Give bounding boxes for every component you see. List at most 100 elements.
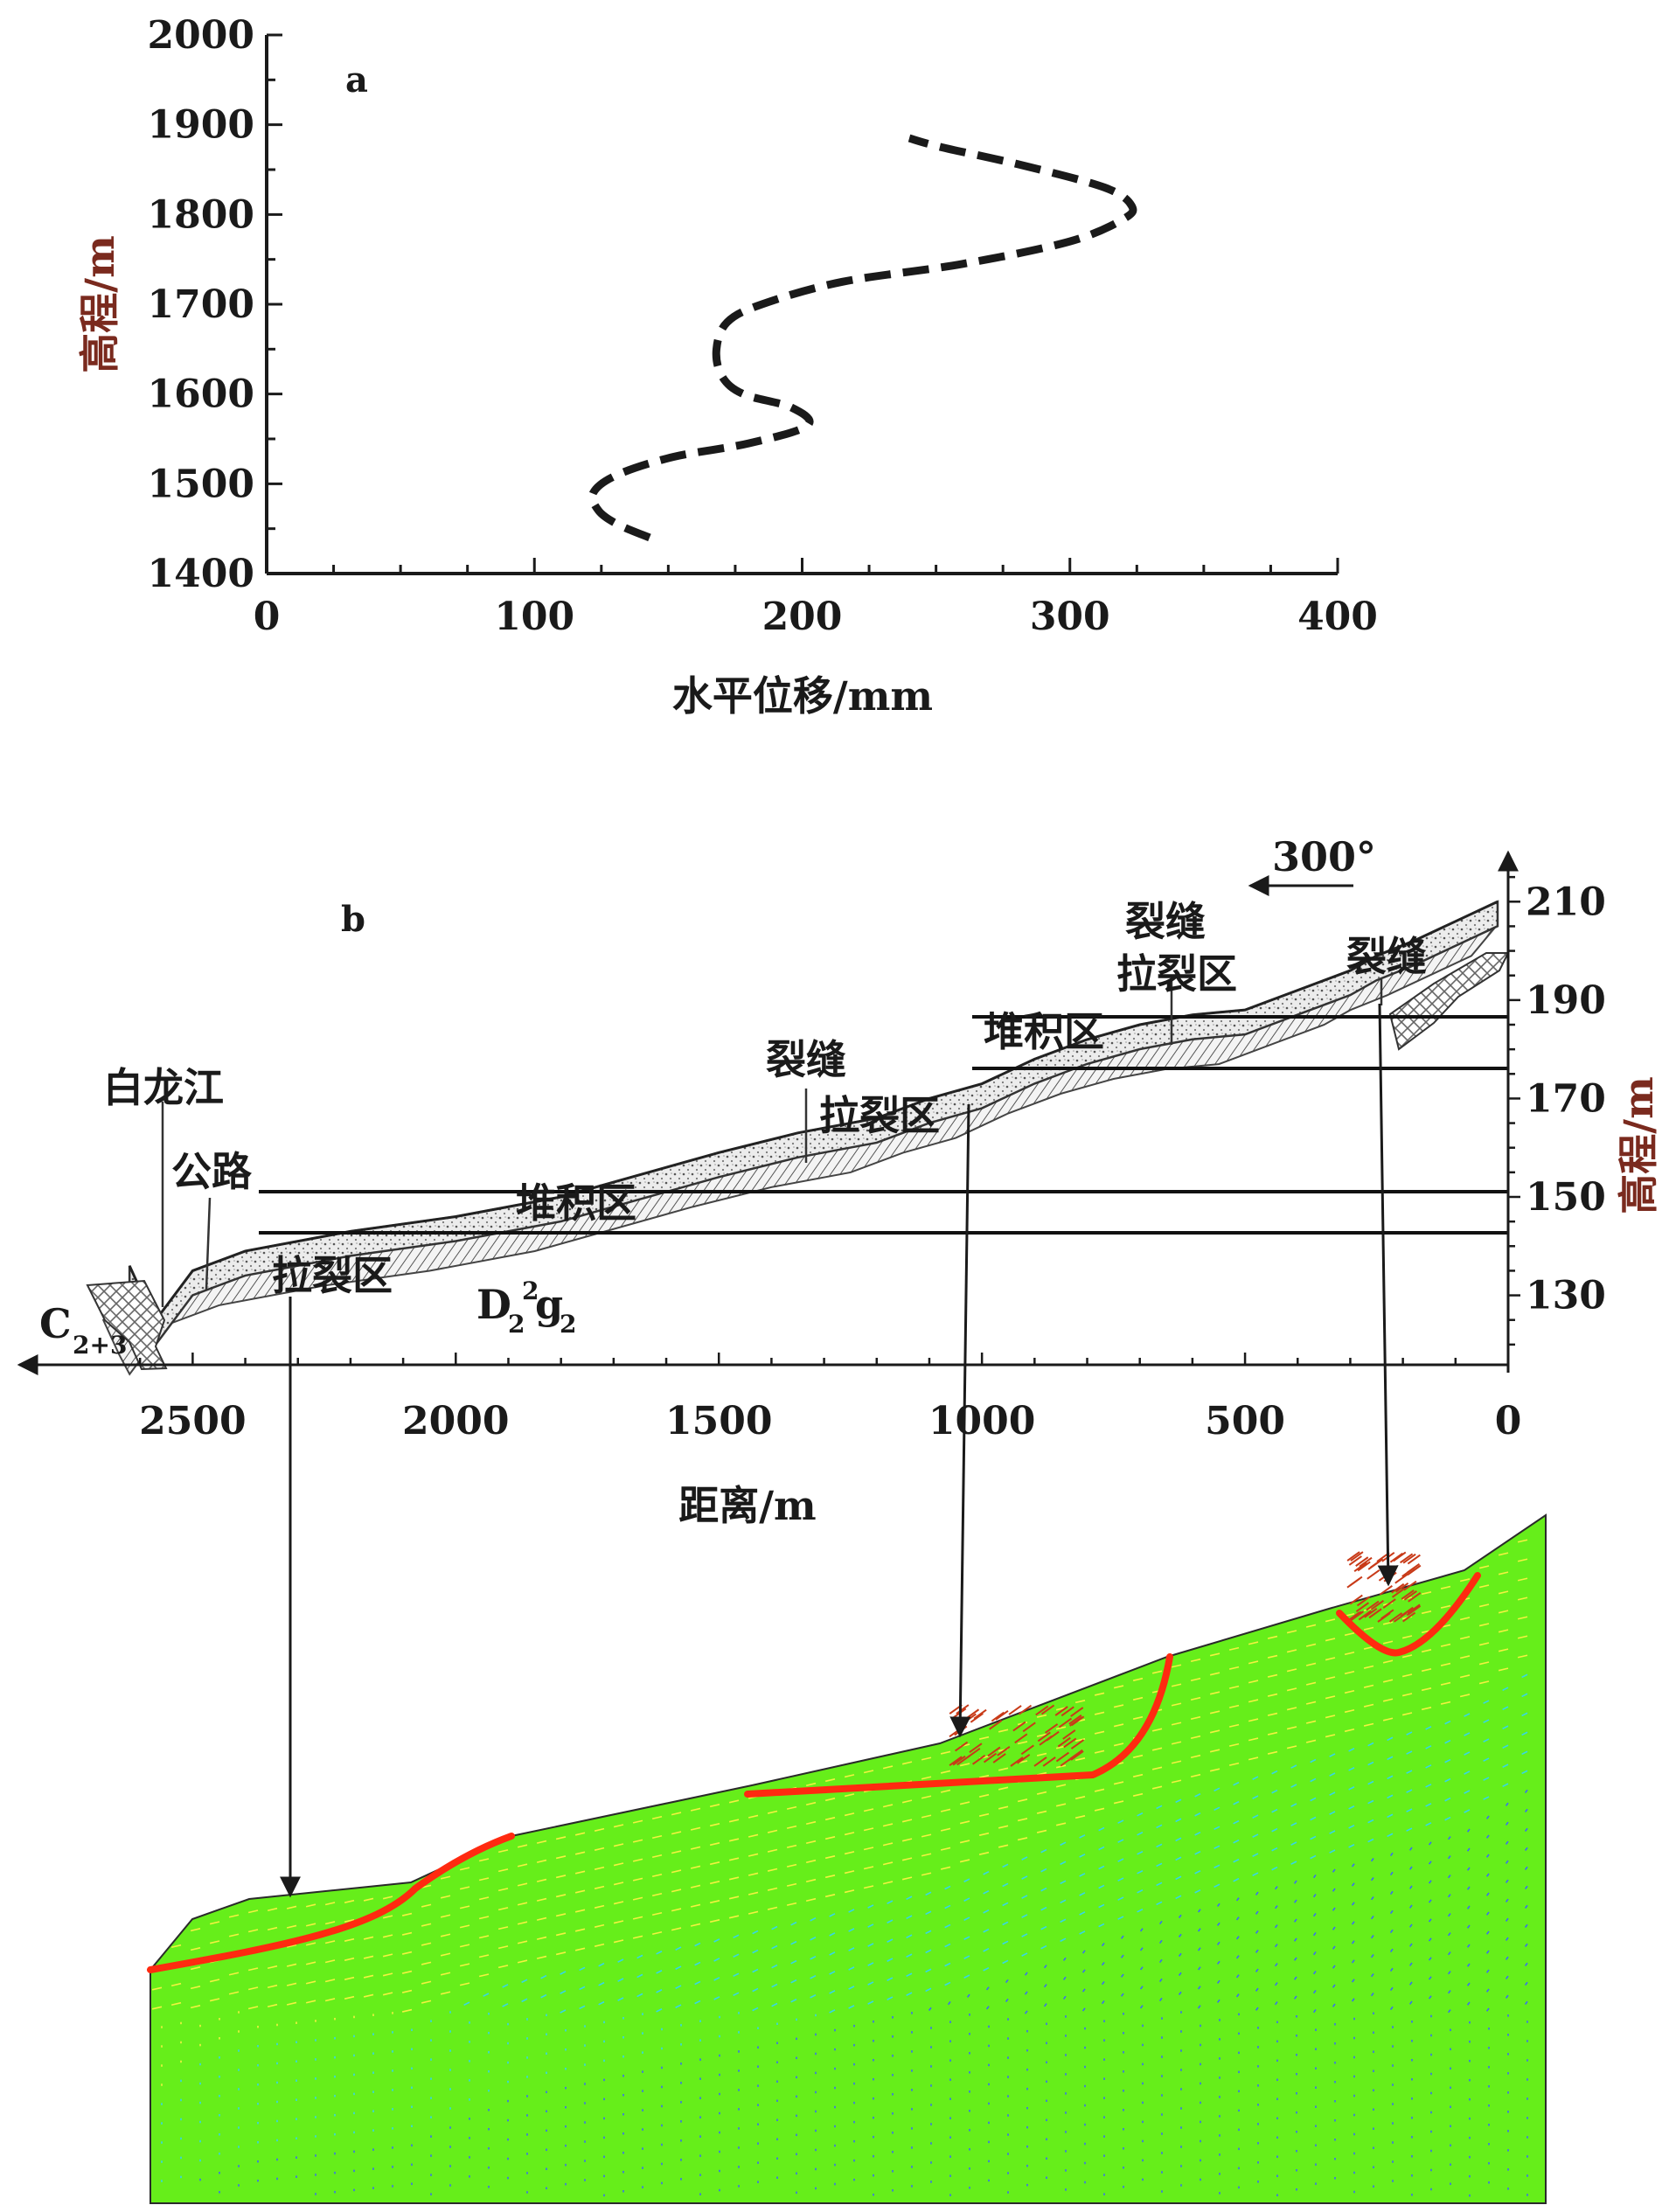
vector-mark — [728, 1857, 740, 1861]
vector-mark — [1098, 1846, 1105, 1851]
vector-mark — [1175, 1837, 1182, 1842]
vector-mark — [560, 1971, 567, 1975]
vector-mark — [1271, 1827, 1278, 1833]
deformation-mark — [1355, 1602, 1370, 1612]
vector-mark — [1447, 1855, 1451, 1860]
vector-mark — [1310, 1797, 1317, 1802]
vector-mark — [1286, 1649, 1297, 1653]
vector-mark — [748, 1833, 759, 1838]
vector-mark — [1332, 1868, 1336, 1873]
deformation-mark — [1017, 1753, 1031, 1764]
vector-mark — [478, 1935, 490, 1939]
vector-mark — [574, 1832, 586, 1836]
vector-mark — [421, 2000, 432, 2004]
vector-mark — [1002, 1902, 1009, 1907]
vector-mark — [824, 1817, 836, 1821]
vector-mark — [1178, 1914, 1182, 1919]
vector-mark — [906, 1934, 913, 1939]
vector-mark — [694, 1980, 701, 1986]
vector-mark — [1440, 1585, 1451, 1589]
deformation-mark — [1042, 1756, 1056, 1767]
vector-mark — [1040, 1868, 1047, 1873]
vector-mark — [1120, 1954, 1124, 1958]
vector-mark — [882, 1804, 894, 1808]
vector-mark — [1175, 1798, 1182, 1804]
vector-mark — [1274, 1924, 1278, 1929]
deformation-mark — [989, 1720, 1003, 1730]
vector-mark — [497, 1965, 509, 1969]
vector-mark — [1139, 1966, 1144, 1971]
label-river: 白龙江 — [103, 1064, 224, 1111]
vector-mark — [579, 1966, 586, 1972]
vector-mark — [1401, 1712, 1413, 1716]
vector-mark — [786, 1825, 797, 1829]
vector-mark — [675, 1965, 682, 1970]
vector-mark — [1074, 1700, 1086, 1704]
vector-mark — [1329, 1849, 1336, 1854]
vector-mark — [733, 1972, 740, 1978]
vector-mark — [748, 1891, 759, 1896]
vector-mark — [651, 1834, 663, 1840]
label-tension-1: 拉裂区 — [272, 1252, 393, 1299]
vector-mark — [1209, 1768, 1220, 1772]
vector-mark — [1197, 1947, 1201, 1951]
vector-mark — [1036, 1829, 1047, 1833]
vector-mark — [1478, 1680, 1490, 1685]
vector-mark — [1310, 1854, 1317, 1860]
vector-mark — [1447, 1971, 1451, 1975]
vector-mark — [810, 1936, 817, 1941]
vector-mark — [305, 2000, 316, 2004]
vector-mark — [459, 1867, 470, 1871]
vector-mark — [1351, 1902, 1355, 1906]
deformation-mark — [1035, 1705, 1049, 1716]
vector-mark — [1524, 1981, 1528, 1986]
vector-mark — [985, 1986, 990, 1991]
vector-mark — [728, 1876, 740, 1881]
vector-mark — [728, 1838, 740, 1842]
vector-mark — [1310, 1758, 1317, 1763]
vector-mark — [1132, 1773, 1144, 1777]
vector-mark — [752, 2007, 759, 2012]
vector-mark — [1098, 1884, 1105, 1889]
vector-mark — [1421, 1591, 1432, 1596]
vector-mark — [1521, 1673, 1528, 1679]
vector-mark — [1382, 1698, 1394, 1702]
vector-mark — [767, 1868, 778, 1872]
vector-mark — [1325, 1695, 1336, 1700]
vector-mark — [1190, 1696, 1201, 1701]
vector-mark — [1228, 1762, 1240, 1766]
vector-mark — [1421, 1610, 1432, 1615]
deformation-mark — [987, 1746, 1001, 1757]
vector-mark — [267, 1984, 278, 1989]
vector-mark — [1293, 1918, 1297, 1923]
vector-mark — [228, 1914, 240, 1918]
vector-mark — [1524, 1943, 1528, 1947]
vector-mark — [1329, 1753, 1336, 1757]
vector-mark — [613, 1920, 624, 1924]
vector-mark — [906, 1915, 913, 1920]
panel-a-x-tick-labels: 0 100 200 300 400 — [254, 595, 1378, 639]
vector-mark — [1190, 1735, 1201, 1740]
vector-mark — [151, 2006, 163, 2010]
vector-mark — [810, 1993, 817, 1999]
vector-mark — [1178, 1972, 1182, 1977]
vector-mark — [574, 1909, 586, 1913]
vector-mark — [1216, 1979, 1220, 1984]
vector-mark — [1466, 1944, 1471, 1948]
vector-mark — [459, 1963, 470, 1967]
vector-mark — [1233, 1819, 1240, 1825]
deformation-mark — [1346, 1551, 1360, 1562]
vector-mark — [1524, 1808, 1528, 1812]
vector-mark — [887, 1919, 894, 1923]
vector-mark — [1406, 1827, 1413, 1832]
vector-mark — [1485, 1815, 1490, 1819]
vector-mark — [1325, 1715, 1336, 1719]
vector-mark — [829, 2009, 836, 2014]
panel-a-ticks — [265, 33, 1339, 575]
vector-mark — [1233, 1877, 1240, 1882]
vector-mark — [1367, 1780, 1374, 1785]
vector-mark — [1132, 1677, 1144, 1681]
vector-mark — [1524, 1847, 1528, 1851]
vector-mark — [1332, 1984, 1336, 1988]
vector-mark — [1459, 1655, 1471, 1659]
